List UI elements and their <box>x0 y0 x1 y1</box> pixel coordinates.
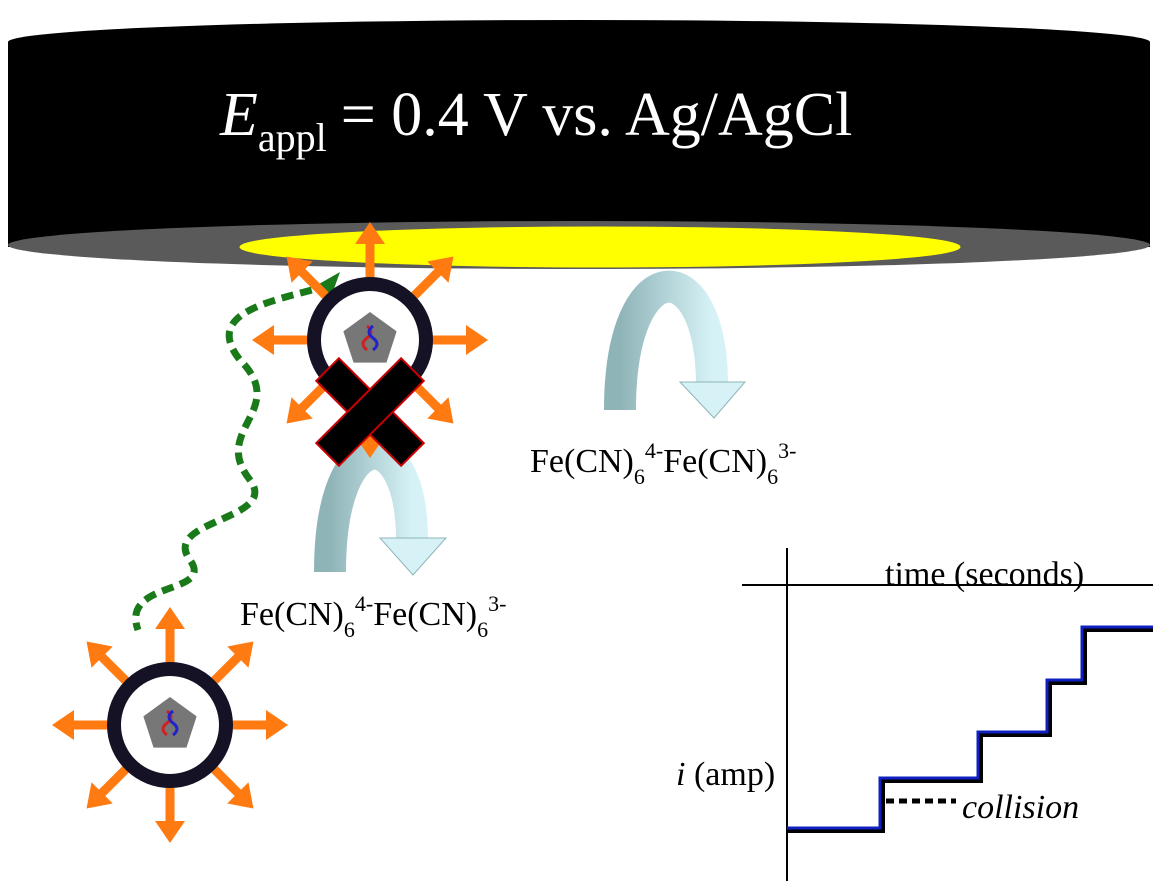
flux-arrow <box>410 380 444 414</box>
flux-head <box>86 782 113 809</box>
flux-arrow <box>96 651 130 685</box>
flux-head <box>466 325 488 355</box>
flux-arrow <box>210 765 244 799</box>
redox-label: Fe(CN)64-Fe(CN)63- <box>530 438 796 489</box>
flux-arrow <box>296 266 330 300</box>
dna <box>167 709 179 737</box>
current-graph: time (seconds) i (amp) collision <box>676 548 1153 881</box>
flux-head <box>427 397 454 424</box>
flux-head <box>227 641 254 668</box>
flux-arrow <box>210 651 244 685</box>
y-axis-label: i (amp) <box>676 756 775 793</box>
electrode: Eappl = 0.4 V vs. Ag/AgCl <box>8 20 1150 269</box>
flux-head <box>227 782 254 809</box>
flux-head <box>252 325 274 355</box>
collision-label: collision <box>962 789 1079 826</box>
flux-arrow <box>96 765 130 799</box>
flux-head <box>286 256 313 283</box>
flux-head <box>286 397 313 424</box>
potential-label: Eappl = 0.4 V vs. Ag/AgCl <box>219 81 852 160</box>
active-area <box>239 226 961 268</box>
flux-head <box>427 256 454 283</box>
particle <box>52 607 288 843</box>
particle-path <box>132 281 332 632</box>
flux-head <box>266 710 288 740</box>
block-mark <box>314 356 426 468</box>
path-head <box>312 272 340 300</box>
redox-label: Fe(CN)64-Fe(CN)63- <box>240 591 506 642</box>
x-axis-label: time (seconds) <box>885 556 1084 593</box>
flux-head <box>52 710 74 740</box>
flux-arrow <box>410 266 444 300</box>
flux-head <box>155 607 185 629</box>
flux-head <box>155 821 185 843</box>
dna <box>367 324 379 352</box>
flux-head <box>355 222 385 244</box>
flux-arrow <box>296 380 330 414</box>
flux-head <box>86 641 113 668</box>
